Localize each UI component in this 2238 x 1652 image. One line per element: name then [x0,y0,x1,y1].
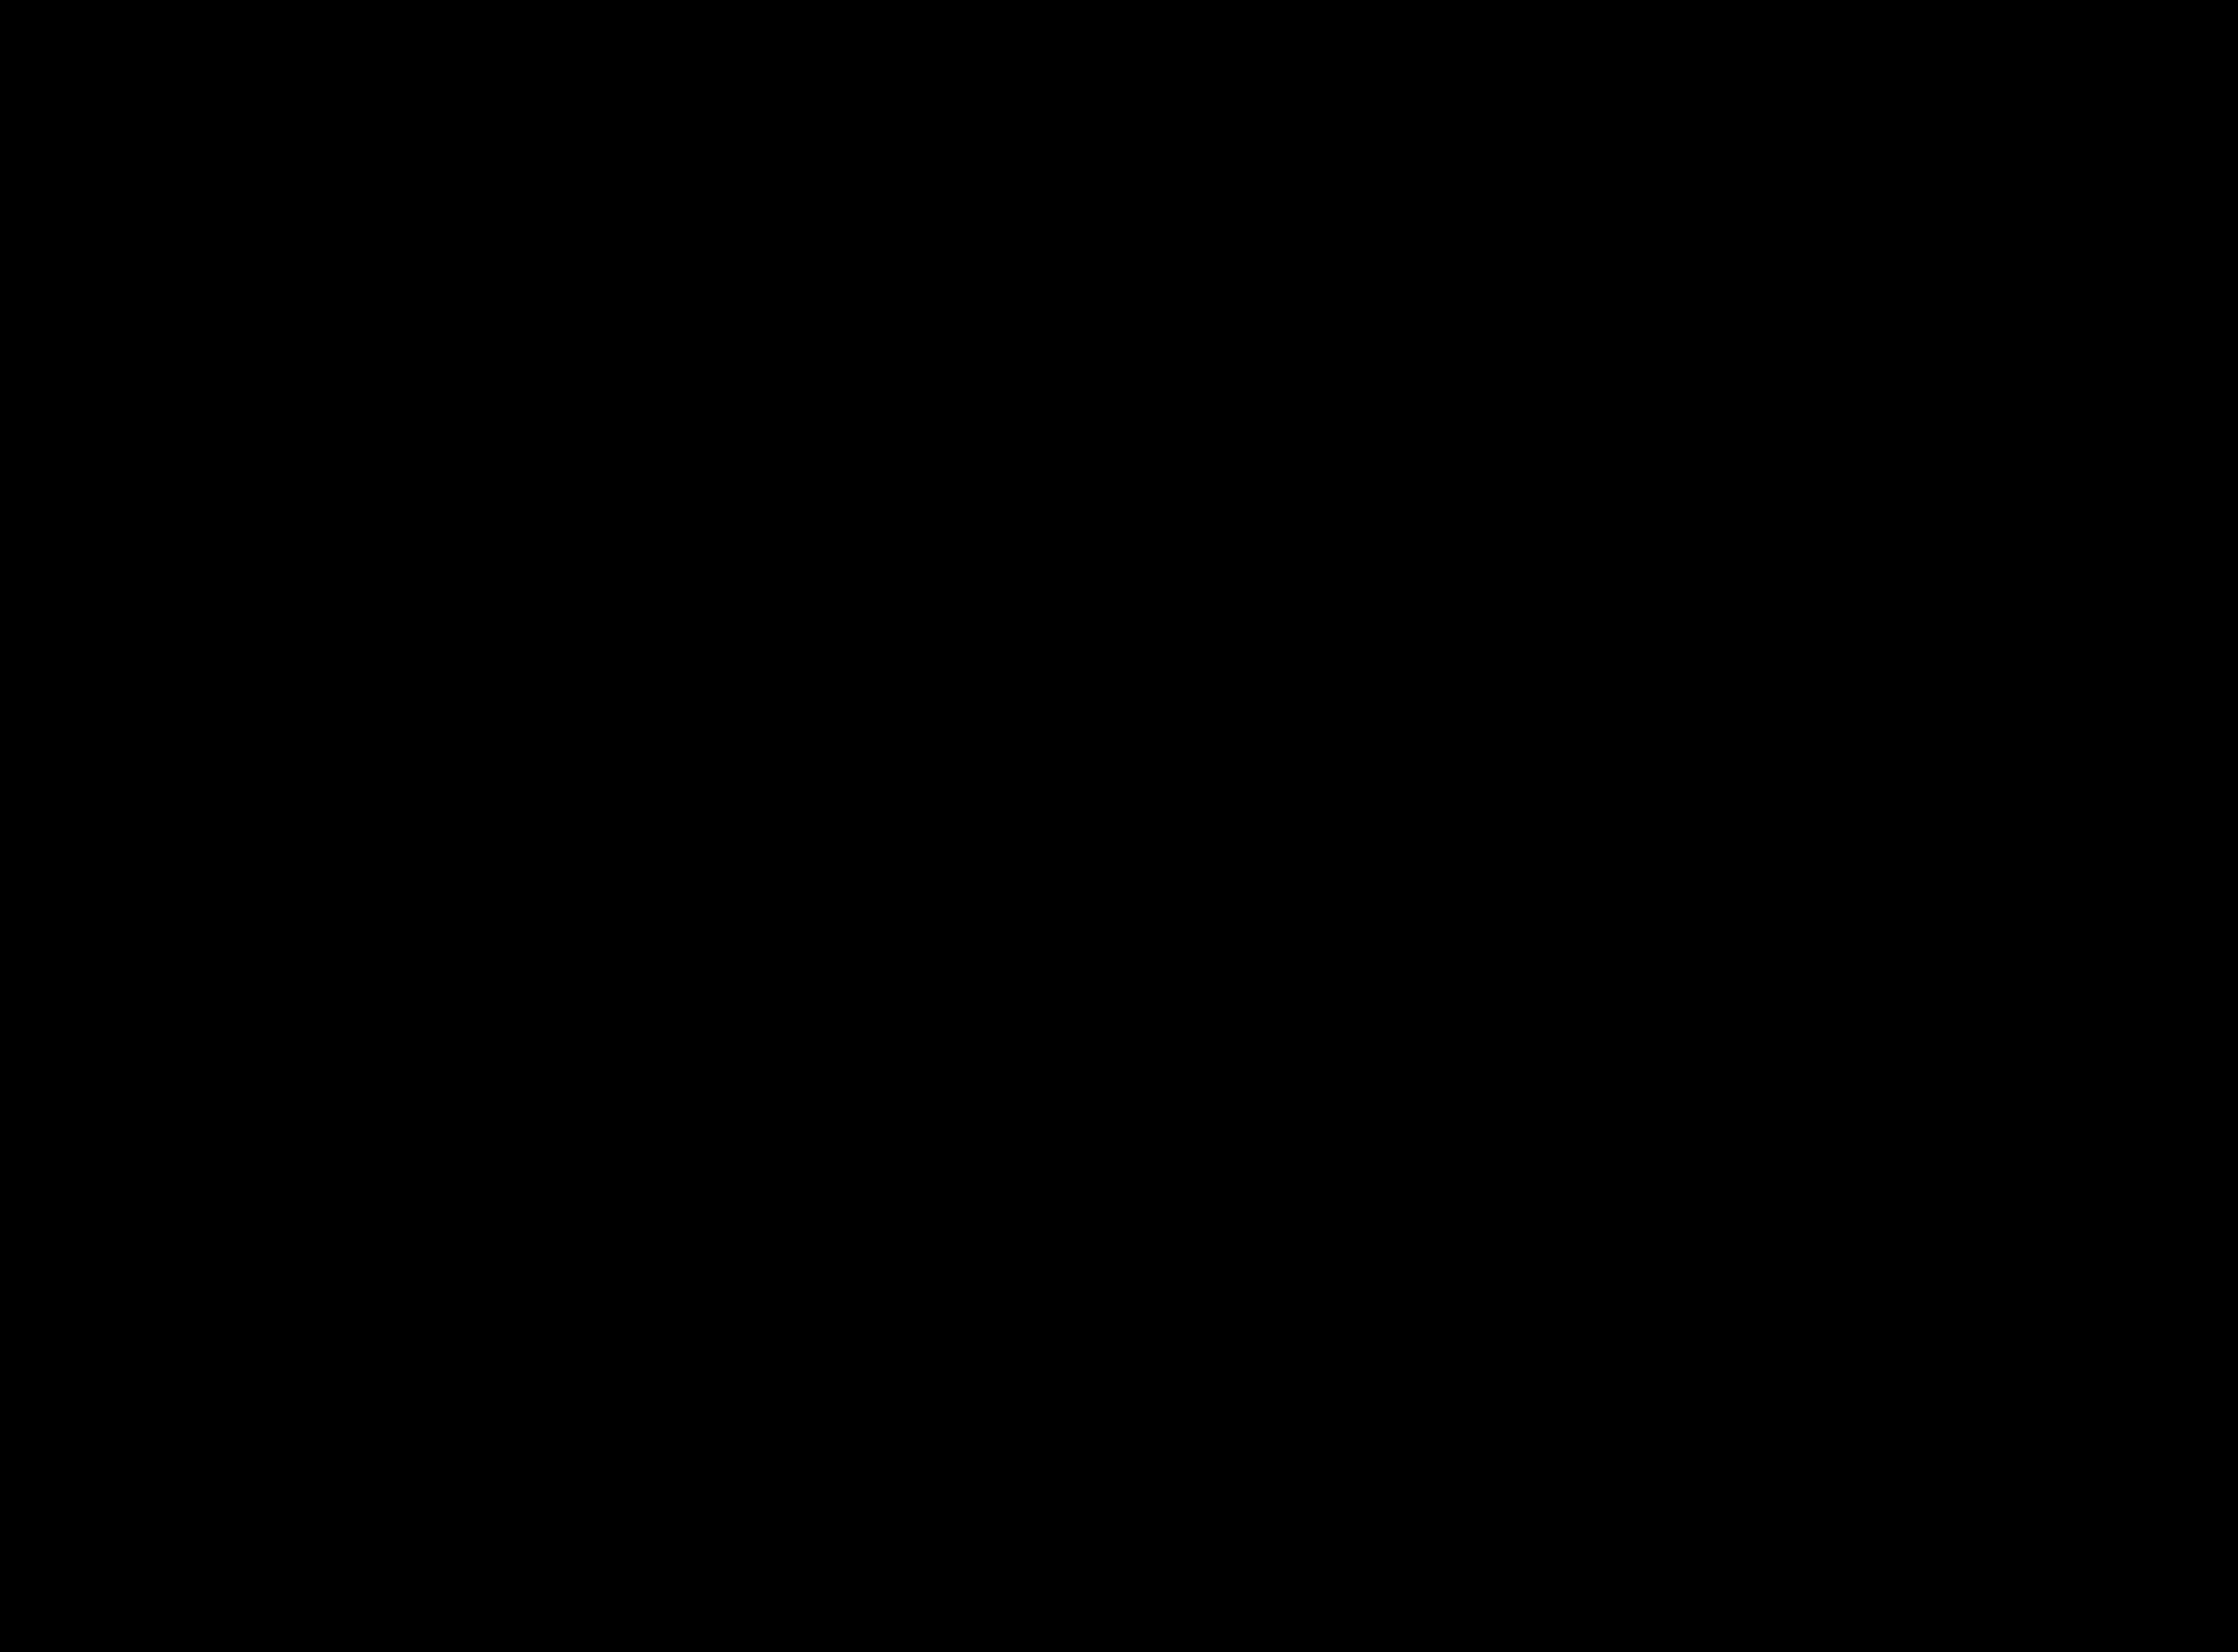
image-stage [0,0,2238,1652]
gradient-blob-canvas [0,0,2238,1652]
